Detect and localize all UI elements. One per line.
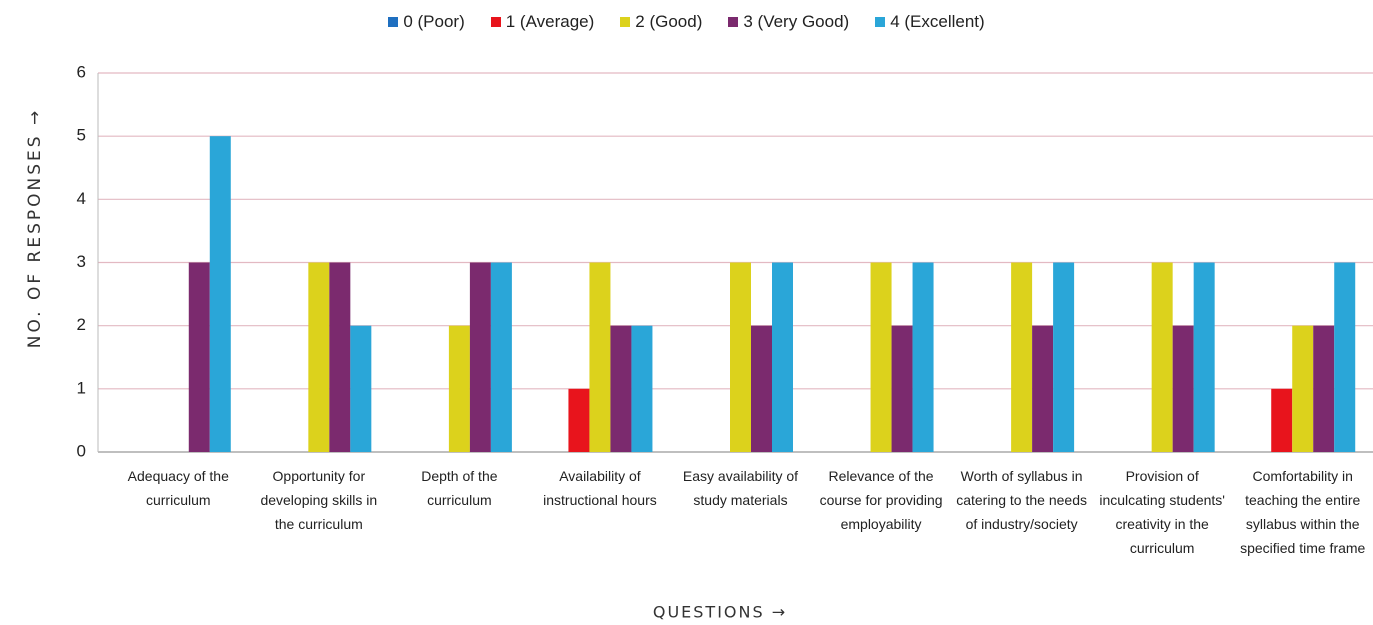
legend-swatch: [388, 17, 399, 27]
bar: [350, 325, 372, 452]
bar: [188, 262, 210, 452]
y-tick-label: 2: [77, 315, 86, 334]
legend: 0 (Poor) 1 (Average) 2 (Good) 3 (Very Good)…: [0, 12, 1373, 32]
bar: [209, 136, 231, 452]
bar: [1151, 262, 1173, 452]
bar: [448, 325, 470, 452]
bar: [610, 325, 632, 452]
legend-label: 3 (Very Good): [743, 12, 850, 31]
bar: [1292, 325, 1314, 452]
legend-label: 4 (Excellent): [890, 12, 985, 31]
bar: [469, 262, 491, 452]
legend-item: 1 (Average): [490, 12, 595, 32]
bar: [1053, 262, 1075, 452]
y-tick-label: 0: [77, 441, 86, 460]
x-tick-label: Easy availability of study materials: [682, 468, 799, 508]
x-tick-label: Adequacy of the curriculum: [127, 468, 229, 508]
legend-label: 1 (Average): [505, 12, 595, 31]
bar: [891, 325, 913, 452]
bar: [1172, 325, 1194, 452]
bar: [589, 262, 611, 452]
y-tick-label: 3: [77, 252, 86, 271]
y-axis-label: NO. OF RESPONSES →: [25, 107, 45, 349]
x-axis-label: QUESTIONS →: [652, 602, 788, 622]
legend-swatch: [490, 17, 501, 27]
legend-item: 0 (Poor): [388, 12, 465, 32]
bar: [329, 262, 351, 452]
x-tick-label: Opportunity for developing skills in the…: [260, 468, 378, 532]
y-tick-label: 4: [77, 189, 86, 208]
x-tick-label: Worth of syllabus in catering to the nee…: [956, 468, 1087, 532]
x-tick-label: Comfortability in teaching the entire sy…: [1240, 468, 1366, 556]
legend-item: 3 (Very Good): [728, 12, 849, 32]
legend-item: 4 (Excellent): [875, 12, 985, 32]
legend-swatch: [620, 17, 631, 27]
x-tick-label: Availability of instructional hours: [543, 468, 657, 508]
bar: [490, 262, 512, 452]
bar: [912, 262, 934, 452]
bar: [568, 388, 590, 452]
bar: [1193, 262, 1215, 452]
bar: [870, 262, 892, 452]
x-tick-label: Provision of inculcating students' creat…: [1099, 468, 1225, 556]
legend-label: 2 (Good): [635, 12, 703, 31]
x-tick-label: Depth of the curriculum: [421, 468, 498, 508]
bar: [1271, 388, 1293, 452]
y-tick-label: 1: [77, 378, 86, 397]
bar: [631, 325, 653, 452]
legend-label: 0 (Poor): [403, 12, 465, 31]
bar: [308, 262, 330, 452]
bar: [751, 325, 772, 452]
bar: [1032, 325, 1054, 452]
legend-swatch: [728, 17, 739, 27]
bar: [1011, 262, 1033, 452]
bar: [772, 262, 793, 452]
bar: [1334, 262, 1356, 452]
legend-swatch: [875, 17, 886, 27]
legend-item: 2 (Good): [620, 12, 702, 32]
bar: [730, 262, 751, 452]
x-tick-label: Relevance of the course for providing em…: [819, 468, 943, 532]
y-tick-label: 5: [77, 126, 86, 145]
bar: [1313, 325, 1335, 452]
y-tick-label: 6: [77, 62, 86, 81]
